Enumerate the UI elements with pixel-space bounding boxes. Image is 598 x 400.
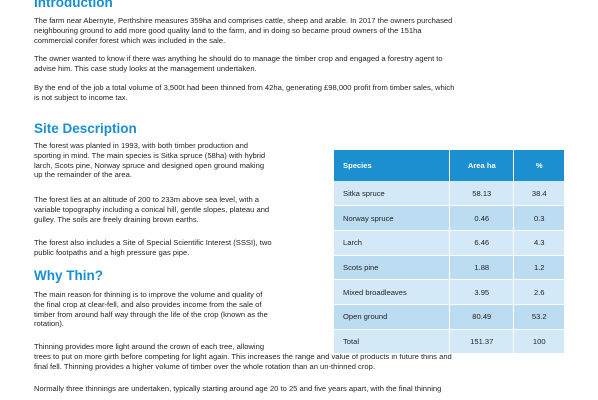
introduction-heading: Introduction (34, 0, 113, 10)
table-total-row: Total 151.37 100 (334, 329, 564, 355)
text-line: variable topography including a conical … (34, 204, 270, 214)
text-line: The forest also includes a Site of Speci… (34, 238, 272, 247)
text-line: larch, Scots pine, Norway spruce and des… (34, 160, 265, 170)
species-cell: Open ground (334, 304, 450, 330)
species-area-table: Species Area ha % Sitka spruce 58.13 38.… (334, 150, 564, 355)
percent-cell: 4.3 (513, 230, 564, 256)
area-column-header: Area ha (449, 150, 514, 181)
area-cell: 58.13 (449, 181, 514, 207)
text-line: The owner wanted to know if there was an… (34, 54, 443, 63)
thin-paragraph-3: Normally three thinnings are undertaken,… (34, 384, 441, 394)
area-cell: 6.46 (449, 230, 514, 256)
text-line: timber from around half way through the … (34, 309, 268, 319)
species-column-header: Species (334, 150, 450, 181)
thin-paragraph-2: Thinning provides more light around the … (34, 342, 452, 371)
species-cell: Mixed broadleaves (334, 279, 450, 305)
text-line: commercial conifer forest which was incl… (34, 35, 226, 45)
text-line: up the remainder of the area. (34, 170, 132, 180)
site-paragraph-2: The forest lies at an altitude of 200 to… (34, 195, 269, 224)
text-line: trees to put on more girth before compet… (34, 351, 452, 361)
species-cell: Sitka spruce (334, 181, 450, 207)
area-cell: 3.95 (449, 279, 514, 305)
intro-paragraph-2: The owner wanted to know if there was an… (34, 54, 443, 74)
percent-cell: 0.3 (513, 205, 564, 231)
table-row: Norway spruce 0.46 0.3 (334, 205, 564, 231)
text-line: The farm near Abernyte, Perthshire measu… (34, 16, 453, 25)
species-cell: Scots pine (334, 255, 450, 281)
text-line: Thinning provides more light around the … (34, 342, 265, 351)
text-line: The main reason for thinning is to impro… (34, 290, 263, 299)
text-line: The forest lies at an altitude of 200 to… (34, 195, 259, 204)
text-line: final fell. Thinning provides a higher v… (34, 361, 375, 371)
text-line: Normally three thinnings are undertaken,… (34, 384, 442, 393)
species-cell: Norway spruce (334, 205, 450, 231)
why-thin-heading: Why Thin? (34, 268, 103, 283)
thin-paragraph-1: The main reason for thinning is to impro… (34, 290, 268, 329)
total-area-cell: 151.37 (449, 329, 514, 355)
area-cell: 0.46 (449, 205, 514, 231)
table-row: Mixed broadleaves 3.95 2.6 (334, 279, 564, 305)
text-line: advise him. This case study looks at the… (34, 63, 257, 73)
total-percent-cell: 100 (513, 329, 564, 355)
percent-cell: 2.6 (513, 279, 564, 305)
percent-cell: 38.4 (513, 181, 564, 207)
percent-cell: 1.2 (513, 255, 564, 281)
text-line: the final crop at clear-fell, and also p… (34, 299, 262, 309)
text-line: rotation). (34, 319, 64, 329)
total-label-cell: Total (334, 329, 450, 355)
table-row: Open ground 80.49 53.2 (334, 304, 564, 330)
percent-column-header: % (513, 150, 564, 181)
text-line: gulley. The soils are freely draining br… (34, 214, 199, 224)
text-line: neighbouring ground to add more good qua… (34, 25, 422, 35)
text-line: By the end of the job a total volume of … (34, 83, 455, 92)
area-cell: 80.49 (449, 304, 514, 330)
intro-paragraph-3: By the end of the job a total volume of … (34, 83, 454, 103)
table-row: Sitka spruce 58.13 38.4 (334, 181, 564, 207)
table-header-row: Species Area ha % (334, 150, 564, 181)
table-row: Scots pine 1.88 1.2 (334, 255, 564, 281)
table-row: Larch 6.46 4.3 (334, 230, 564, 256)
percent-cell: 53.2 (513, 304, 564, 330)
text-line: is not subject to income tax. (34, 92, 128, 102)
area-cell: 1.88 (449, 255, 514, 281)
site-paragraph-1: The forest was planted in 1993, with bot… (34, 141, 265, 180)
intro-paragraph-1: The farm near Abernyte, Perthshire measu… (34, 16, 452, 45)
text-line: The forest was planted in 1993, with bot… (34, 141, 249, 150)
species-cell: Larch (334, 230, 450, 256)
site-description-heading: Site Description (34, 121, 137, 136)
site-paragraph-3: The forest also includes a Site of Speci… (34, 238, 272, 258)
text-line: public footpaths and a high pressure gas… (34, 247, 190, 257)
text-line: sporting in mind. The main species is Si… (34, 150, 266, 160)
